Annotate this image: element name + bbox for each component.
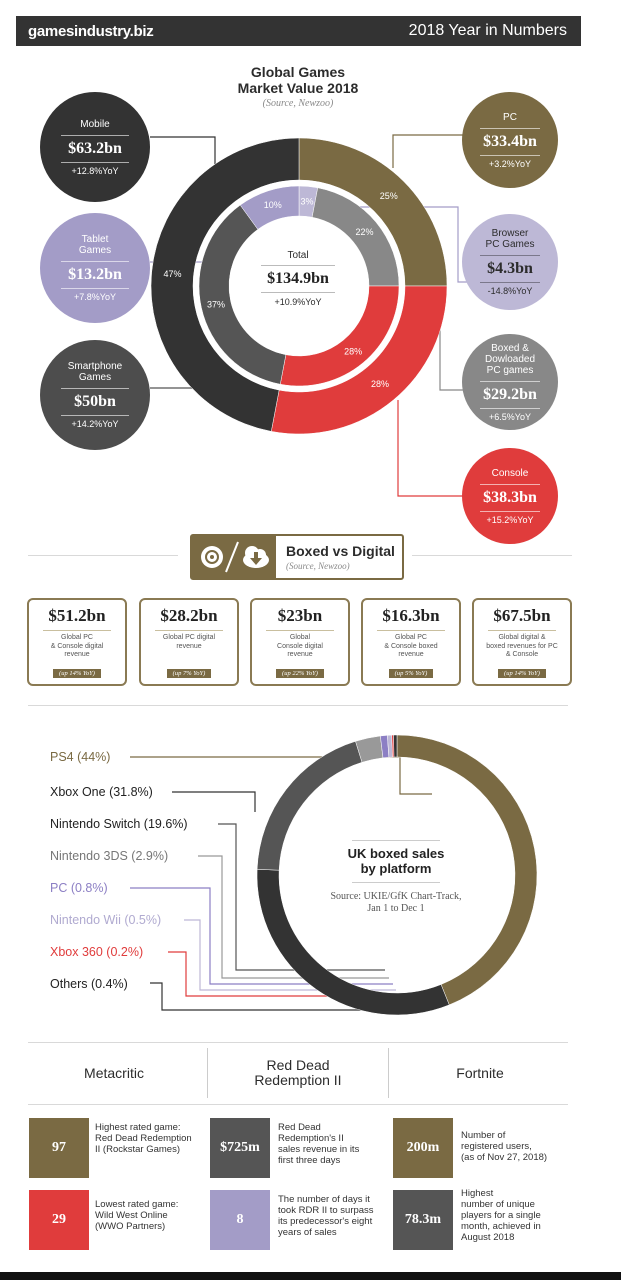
connector-ps4 xyxy=(130,756,432,795)
market-total: Total $134.9bn +10.9%YoY xyxy=(248,250,348,307)
uk-segment-7 xyxy=(393,734,398,758)
uk-donut-chart xyxy=(130,734,538,1016)
stat-fortnite-peak: 78.3m xyxy=(393,1190,453,1250)
platform-label-3ds: Nintendo 3DS (2.9%) xyxy=(50,849,169,863)
total-value: $134.9bn xyxy=(267,270,329,287)
total-yoy: +10.9%YoY xyxy=(274,297,322,307)
stat-rdr-days: 8 xyxy=(210,1190,270,1250)
platform-label-others: Others (0.4%) xyxy=(50,977,128,991)
card-boxed: $16.3bn Global PC & Console boxed revenue … xyxy=(361,598,461,686)
outer-pct-label-0: 25% xyxy=(380,191,398,201)
metacritic-heading: Metacritic xyxy=(84,1065,144,1081)
pc-value: $33.4bn xyxy=(483,132,537,150)
platform-label-switch: Nintendo Switch (19.6%) xyxy=(50,817,188,831)
console-value: $38.3bn xyxy=(483,488,537,506)
stat-metacritic-high-text: Highest rated game: Red Dead Redemption II… xyxy=(95,1122,192,1155)
inner-pct-label-2: 28% xyxy=(344,346,362,356)
market-title-line1: Global Games xyxy=(250,64,346,80)
fortnite-heading: Fortnite xyxy=(456,1065,504,1081)
total-label: Total xyxy=(287,250,309,261)
uk-connector-lines xyxy=(130,756,432,1011)
stat-fortnite-users-text: Number of registered users, (as of Nov 27,… xyxy=(461,1130,548,1163)
boxed-pc-value: $29.2bn xyxy=(483,385,537,403)
stat-rdr-revenue: $725m xyxy=(210,1118,270,1178)
browser-value: $4.3bn xyxy=(487,260,533,277)
inner-pct-label-0: 3% xyxy=(300,196,313,206)
outer-pct-label-2: 47% xyxy=(164,269,182,279)
connector-pc xyxy=(392,134,470,168)
stat-rdr-revenue-text: Red Dead Redemption's II sales revenue in … xyxy=(278,1122,360,1166)
yoy-badge: (up 7% YoY) xyxy=(166,669,212,678)
page-title: 2018 Year in Numbers xyxy=(408,22,567,39)
footer-bar xyxy=(0,1272,621,1280)
connector-x360 xyxy=(168,951,397,997)
stat-fortnite-peak-text: Highest number of unique players for a sin… xyxy=(461,1188,541,1243)
outer-pct-label-1: 28% xyxy=(371,379,389,389)
divider-uk xyxy=(28,705,568,706)
connector-pc-uk xyxy=(130,887,393,985)
boxed-digital-banner: Boxed vs Digital (Source, Newzoo) xyxy=(190,534,404,580)
inner-pct-label-1: 22% xyxy=(355,227,373,237)
inner-pct-label-3: 37% xyxy=(207,300,225,310)
yoy-badge: (up 14% YoY) xyxy=(53,669,101,678)
connector-console xyxy=(397,400,470,497)
uk-source: Source: UKIE/GfK Chart-Track, Jan 1 to D… xyxy=(330,891,462,914)
market-donut-chart: 25% 28% 47% 3% 22% 28% 37% 10% xyxy=(150,134,470,497)
connector-mobile xyxy=(150,136,216,164)
bubble-smartphone: Smartphone Games $50bn +14.2%YoY xyxy=(40,340,150,450)
bubble-mobile: Mobile $63.2bn +12.8%YoY xyxy=(40,92,150,202)
market-source: (Source, Newzoo) xyxy=(262,98,334,109)
uk-segment-0 xyxy=(396,734,538,1006)
outer-segment-2 xyxy=(150,137,300,432)
disc-download-icon xyxy=(192,536,276,578)
bubble-tablet: Tablet Games $13.2bn +7.8%YoY xyxy=(40,213,150,323)
connector-others xyxy=(150,982,399,1011)
bubble-boxed-pc: Boxed & Dowloaded PC games $29.2bn +6.5%… xyxy=(462,334,558,430)
yoy-badge: (up 5% YoY) xyxy=(388,669,434,678)
inner-pct-label-4: 10% xyxy=(264,200,282,210)
stat-metacritic-high: 97 xyxy=(29,1118,89,1178)
bubble-console: Console $38.3bn +15.2%YoY xyxy=(462,448,558,544)
platform-label-x360: Xbox 360 (0.2%) xyxy=(50,945,144,959)
boxed-digital-source: (Source, Newzoo) xyxy=(286,561,350,571)
connector-wii xyxy=(184,919,396,991)
card-digital-boxed: $67.5bn Global digital & boxed revenues f… xyxy=(472,598,572,686)
yoy-badge: (up 14% YoY) xyxy=(498,669,546,678)
connector-boxed xyxy=(439,320,470,391)
stat-rdr-days-text: The number of days it took RDR II to surp… xyxy=(278,1194,374,1238)
stat-fortnite-users: 200m xyxy=(393,1118,453,1178)
yoy-badge: (up 22% YoY) xyxy=(276,669,324,678)
market-title: Global Games Market Value 2018 xyxy=(200,64,396,96)
divider-bottom xyxy=(28,1042,568,1043)
boxed-digital-title: Boxed vs Digital xyxy=(286,543,395,559)
platform-label-wii: Nintendo Wii (0.5%) xyxy=(50,913,162,927)
platform-label-ps4: PS4 (44%) xyxy=(50,750,111,764)
divider-left xyxy=(28,555,178,556)
header-bar: gamesindustry.biz 2018 Year in Numbers xyxy=(16,16,581,46)
tablet-value: $13.2bn xyxy=(68,266,122,283)
platform-label-xboxone: Xbox One (31.8%) xyxy=(50,785,153,799)
platform-label-pc: PC (0.8%) xyxy=(50,881,108,895)
card-pc-digital: $28.2bn Global PC digital revenue (up 7% … xyxy=(139,598,239,686)
divider-right xyxy=(412,555,572,556)
connector-xboxone xyxy=(172,791,256,812)
mobile-value: $63.2bn xyxy=(68,139,122,157)
card-digital-total: $51.2bn Global PC & Console digital revenu… xyxy=(27,598,127,686)
bubble-browser: Browser PC Games $4.3bn -14.8%YoY xyxy=(462,214,558,310)
rdr-heading: Red Dead Redemption II xyxy=(254,1057,342,1088)
stat-metacritic-low-text: Lowest rated game: Wild West Online (WWO P… xyxy=(95,1199,179,1232)
card-console-digital: $23bn Global Console digital revenue (up 2… xyxy=(250,598,350,686)
bubble-pc: PC $33.4bn +3.2%YoY xyxy=(462,92,558,188)
stat-metacritic-low: 29 xyxy=(29,1190,89,1250)
site-logo[interactable]: gamesindustry.biz xyxy=(28,23,154,40)
uk-title: UK boxed sales by platform xyxy=(347,846,445,876)
market-title-line2: Market Value 2018 xyxy=(237,80,359,96)
inner-segment-4 xyxy=(239,185,300,230)
smartphone-value: $50bn xyxy=(74,393,116,410)
outer-segment-1 xyxy=(270,285,448,435)
